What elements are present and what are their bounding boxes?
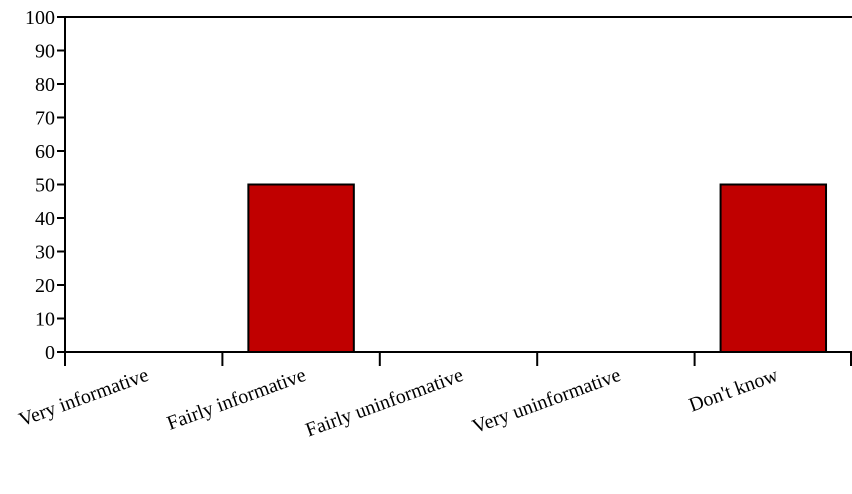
- y-tick-label: 90: [35, 41, 55, 63]
- x-axis: Very informative Fairly informativeFairly…: [16, 351, 852, 442]
- y-tick-label: 100: [25, 7, 55, 29]
- y-tick-label: 40: [35, 208, 55, 230]
- y-axis: 0 10 20 30 40 50 60 70 80 90 100: [25, 7, 66, 364]
- bar: [247, 183, 355, 353]
- y-tick-label: 0: [45, 342, 55, 364]
- x-category-label: Fairly informative: [164, 364, 309, 435]
- x-category-label: Very informative: [16, 364, 151, 431]
- y-tick-label: 60: [35, 141, 55, 163]
- bar: [719, 183, 828, 353]
- y-tick-label: 80: [35, 74, 55, 96]
- y-tick-label: 20: [35, 275, 55, 297]
- y-tick-label: 70: [35, 108, 55, 130]
- bars: [247, 183, 828, 353]
- x-category-label: Fairly uninformative: [303, 364, 467, 442]
- y-tick-label: 10: [35, 309, 55, 331]
- x-category-label: Don't know: [686, 364, 781, 417]
- y-tick-label: 30: [35, 242, 55, 264]
- y-tick-label: 50: [35, 175, 55, 197]
- x-category-label: Very uninformative: [469, 364, 623, 438]
